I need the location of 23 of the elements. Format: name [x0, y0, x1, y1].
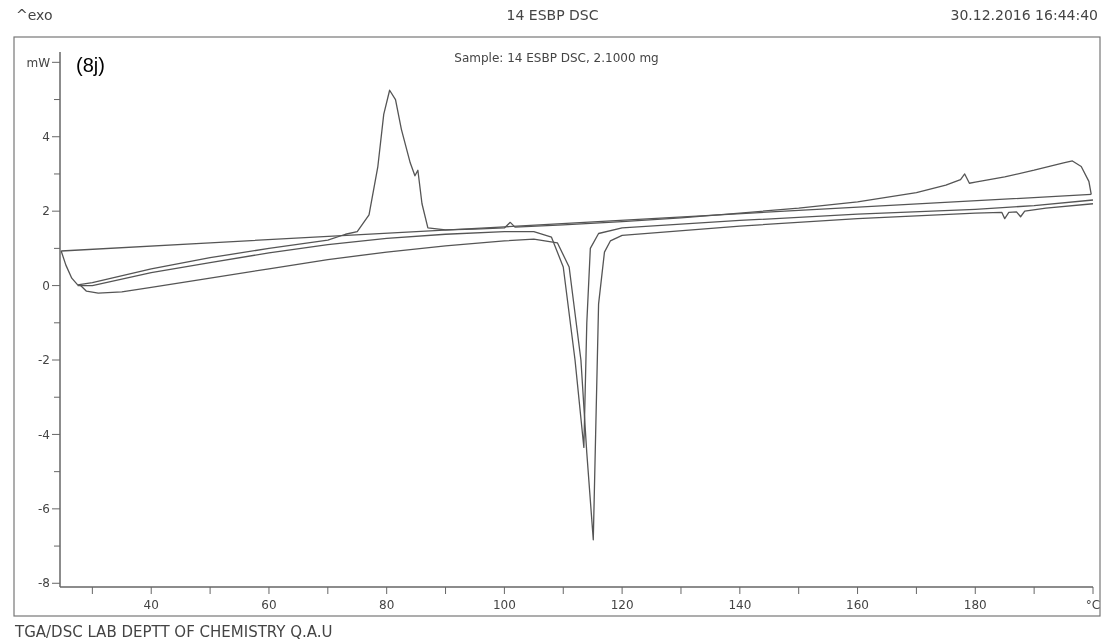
x-tick-label: 140 — [728, 598, 752, 612]
y-tick-label: mW — [26, 55, 51, 70]
text: Sample: 14 ESBP DSC, 2.1000 mg — [454, 51, 659, 65]
annotation: (8j) — [76, 54, 105, 76]
x-tick-label: 100 — [492, 598, 516, 612]
y-tick-label: -2 — [38, 353, 50, 368]
x-tick-label: 180 — [963, 598, 987, 612]
x-tick-label: °C — [1085, 598, 1101, 612]
text: TGA/DSC LAB DEPTT OF CHEMISTRY Q.A.U — [14, 623, 333, 641]
text: ^exo — [16, 7, 53, 23]
chart-title: 14 ESBP DSC — [506, 7, 599, 23]
x-tick-label: 160 — [846, 598, 870, 612]
text: 30.12.2016 16:44:40 — [950, 7, 1098, 23]
x-tick-label: 120 — [610, 598, 634, 612]
y-tick-label: -4 — [38, 427, 50, 442]
x-tick-label: 60 — [261, 598, 277, 612]
y-tick-label: 2 — [42, 204, 50, 219]
x-tick-label: 40 — [143, 598, 159, 612]
y-tick-label: 0 — [42, 278, 50, 293]
x-tick-label: 80 — [379, 598, 395, 612]
y-tick-label: -6 — [38, 502, 50, 517]
y-tick-label: -8 — [38, 576, 50, 591]
y-tick-label: 4 — [42, 129, 50, 144]
